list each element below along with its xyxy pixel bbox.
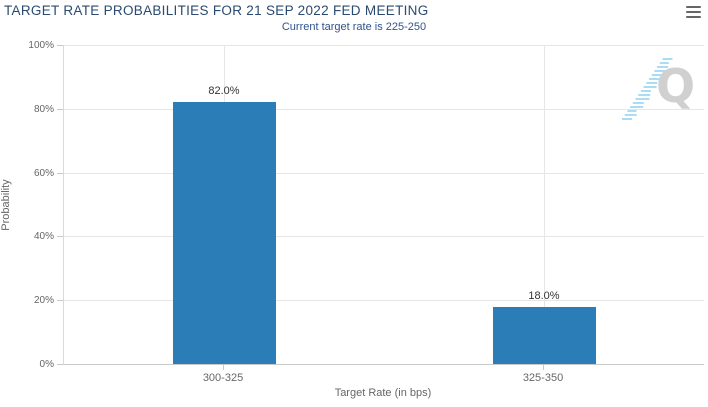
bar-value-label: 82.0% xyxy=(208,85,240,97)
y-axis-tick xyxy=(57,236,63,237)
y-axis-tick xyxy=(57,173,63,174)
x-category-label: 325-350 xyxy=(522,372,564,384)
y-axis-tick xyxy=(57,45,63,46)
y-axis-tick-label: 100% xyxy=(28,40,54,51)
y-axis-tick-label: 40% xyxy=(33,231,54,242)
gridline xyxy=(64,109,704,110)
y-axis-tick-label: 0% xyxy=(39,359,54,370)
y-axis-tick-label: 20% xyxy=(33,295,54,306)
hamburger-menu-icon[interactable] xyxy=(686,6,701,18)
y-axis-tick-label: 60% xyxy=(33,168,54,179)
y-axis-tick xyxy=(57,109,63,110)
bar-value-label: 18.0% xyxy=(528,290,560,302)
hamburger-bar xyxy=(686,11,701,13)
y-axis-tick-label: 80% xyxy=(33,104,54,115)
gridline xyxy=(544,45,545,364)
gridline xyxy=(64,45,704,46)
x-axis-tick xyxy=(543,365,544,370)
bar-325-350[interactable] xyxy=(493,307,596,364)
x-category-label: 300-325 xyxy=(202,372,244,384)
chart-subtitle: Current target rate is 225-250 xyxy=(281,21,427,33)
y-axis-tick xyxy=(57,364,63,365)
y-axis-tick xyxy=(57,300,63,301)
bar-300-325[interactable] xyxy=(173,102,276,364)
gridline xyxy=(64,300,704,301)
chart-title: TARGET RATE PROBABILITIES FOR 21 SEP 202… xyxy=(4,3,429,18)
gridline xyxy=(64,173,704,174)
plot-area: 82.0% 18.0% xyxy=(63,45,704,365)
gridline xyxy=(64,236,704,237)
hamburger-bar xyxy=(686,16,701,18)
hamburger-bar xyxy=(686,6,701,8)
x-axis-title: Target Rate (in bps) xyxy=(334,387,432,399)
x-axis-tick xyxy=(223,365,224,370)
